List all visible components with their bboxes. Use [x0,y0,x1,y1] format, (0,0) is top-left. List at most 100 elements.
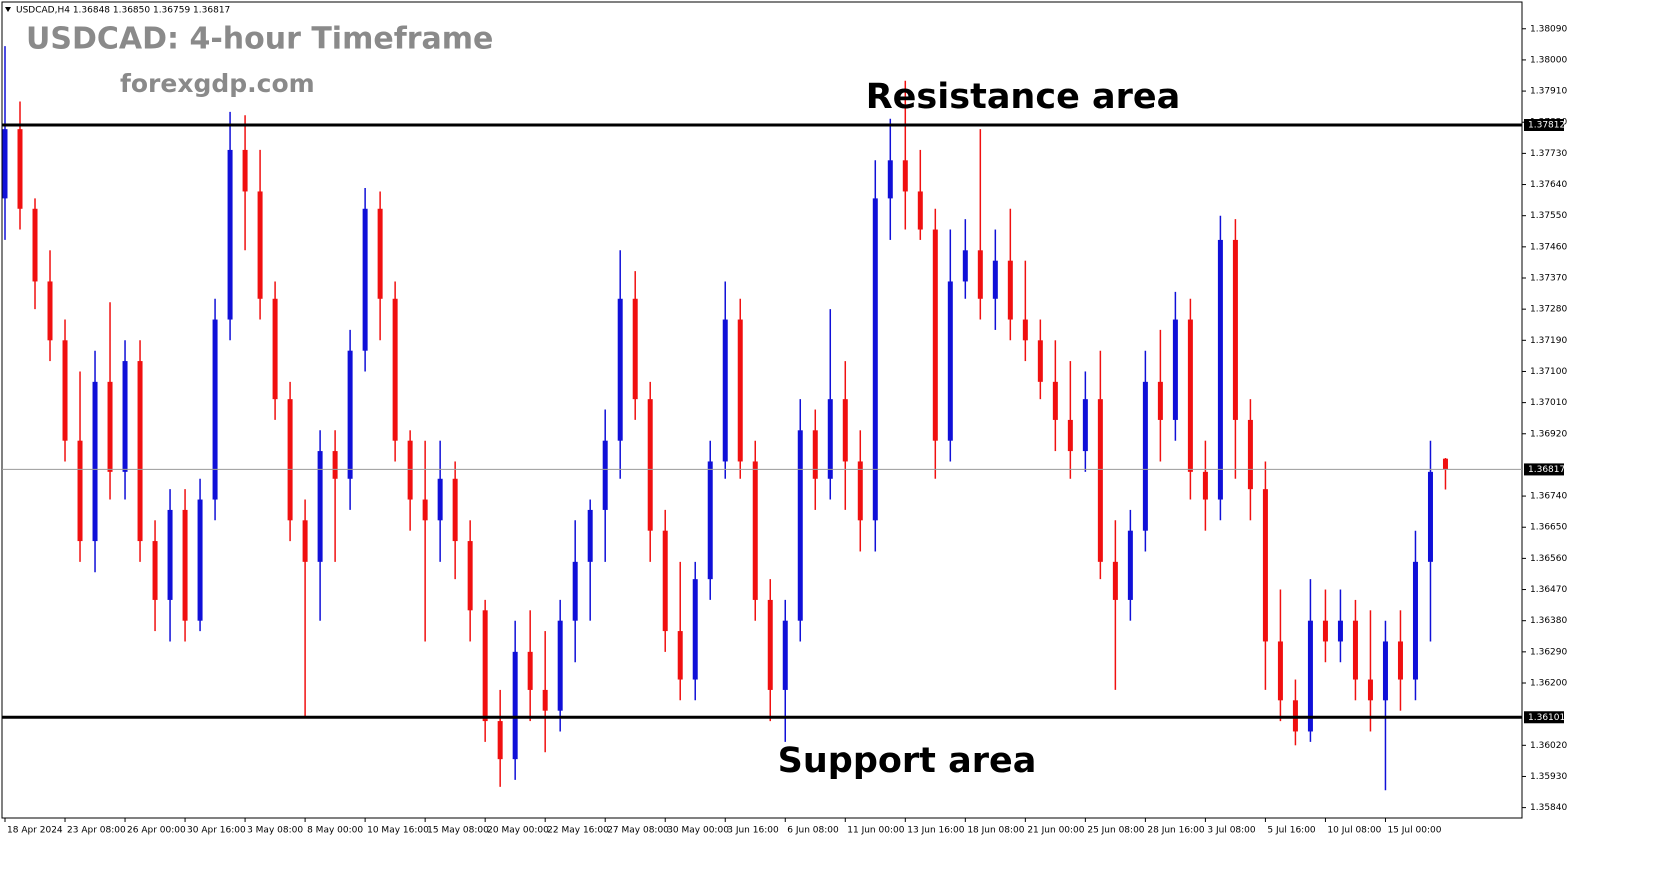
x-tick-label: 21 Jun 00:00 [1027,826,1084,836]
candle-body [512,651,518,760]
candle-body [1232,239,1238,420]
candle-body [1352,620,1358,680]
candle-body [227,149,233,320]
candle-body [1397,641,1403,680]
candle-body [662,530,668,632]
candle-body [407,440,413,500]
y-tick-label: 1.37010 [1530,398,1567,408]
y-tick-label: 1.36380 [1530,616,1567,626]
candle-body [587,509,593,562]
y-tick-label: 1.36020 [1530,741,1567,751]
x-tick-label: 18 Apr 2024 [7,826,63,836]
x-tick-label: 22 May 16:00 [547,826,609,836]
y-tick-label: 1.37190 [1530,336,1567,346]
price-label: 1.36101 [1528,713,1565,723]
candle-body [332,451,338,479]
x-tick-label: 3 Jul 08:00 [1207,826,1256,836]
candle-body [1127,530,1133,600]
candle-body [857,461,863,521]
x-tick-label: 11 Jun 00:00 [847,826,904,836]
candle-body [347,350,353,479]
y-tick-label: 1.37910 [1530,87,1567,97]
candle-body [242,149,248,192]
x-tick-label: 18 Jun 08:00 [967,826,1024,836]
candle-body [32,208,38,282]
marks [2,46,1448,791]
candle-body [1217,239,1223,500]
candle-body [212,319,218,500]
y-tick-label: 1.36290 [1530,647,1567,657]
candle-body [917,191,923,230]
price-label-box [1524,711,1564,724]
x-tick-label: 8 May 00:00 [307,826,363,836]
candle-body [137,361,143,542]
candle-body [1262,489,1268,642]
candle-body [767,599,773,690]
x-tick-label: 23 Apr 08:00 [67,826,126,836]
candle-body [1157,381,1163,420]
y-tick-label: 1.36650 [1530,523,1567,533]
candle-body [1097,399,1103,562]
y-tick-label: 1.38000 [1530,55,1567,65]
x-tick-label: 3 Jun 16:00 [727,826,779,836]
y-tick-label: 1.36920 [1530,429,1567,439]
candle-body [887,160,893,199]
price-label: 1.36817 [1528,465,1565,475]
candle-body [62,340,68,441]
x-tick-label: 25 Jun 08:00 [1087,826,1144,836]
candle-body [152,541,158,600]
candle-body [302,520,308,562]
candle-body [812,430,818,479]
chart-subtitle: forexgdp.com [120,69,315,98]
candle-body [872,198,878,521]
candle-body [827,399,833,479]
candle-body [107,381,113,472]
candle-body [1307,620,1313,732]
candle-body [692,579,698,680]
candle-body [47,281,53,341]
candle-body [452,478,458,542]
candle-body [1112,561,1118,600]
candle-body [977,250,983,299]
y-tick-label: 1.37730 [1530,149,1567,159]
candle-body [1367,679,1373,701]
x-tick-label: 30 Apr 16:00 [187,826,246,836]
candle-body [287,399,293,521]
candle-body [1277,641,1283,701]
candle-body [377,208,383,299]
candle-body [257,191,263,299]
candle-body [617,298,623,441]
y-tick-label: 1.37550 [1530,211,1567,221]
candle-body [1082,399,1088,452]
candle-body [1007,260,1013,320]
y-tick-label: 1.35840 [1530,803,1567,813]
chart-title: USDCAD: 4-hour Timeframe [26,22,493,57]
candle-body [272,298,278,400]
y-tick-label: 1.36200 [1530,679,1567,689]
candle-body [572,561,578,621]
candle-body [92,381,98,542]
candle-body [842,399,848,462]
x-tick-label: 3 May 08:00 [247,826,303,836]
candle-body [947,281,953,441]
candle-body [992,260,998,299]
x-tick-label: 13 Jun 16:00 [907,826,964,836]
candle-body [632,298,638,400]
candle-body [1337,620,1343,642]
y-tick-label: 1.37100 [1530,367,1567,377]
y-tick-label: 1.37640 [1530,180,1567,190]
candle-body [1322,620,1328,642]
candle-body [77,440,83,542]
x-tick-label: 6 Jun 08:00 [787,826,839,836]
candle-body [1427,471,1433,562]
candle-body [1187,319,1193,472]
candle-body [422,499,428,521]
x-tick-label: 30 May 00:00 [667,826,729,836]
candle-body [392,298,398,441]
x-tick-label: 20 May 00:00 [487,826,549,836]
candle-body [482,610,488,722]
candle-body [197,499,203,621]
candle-body [647,399,653,531]
